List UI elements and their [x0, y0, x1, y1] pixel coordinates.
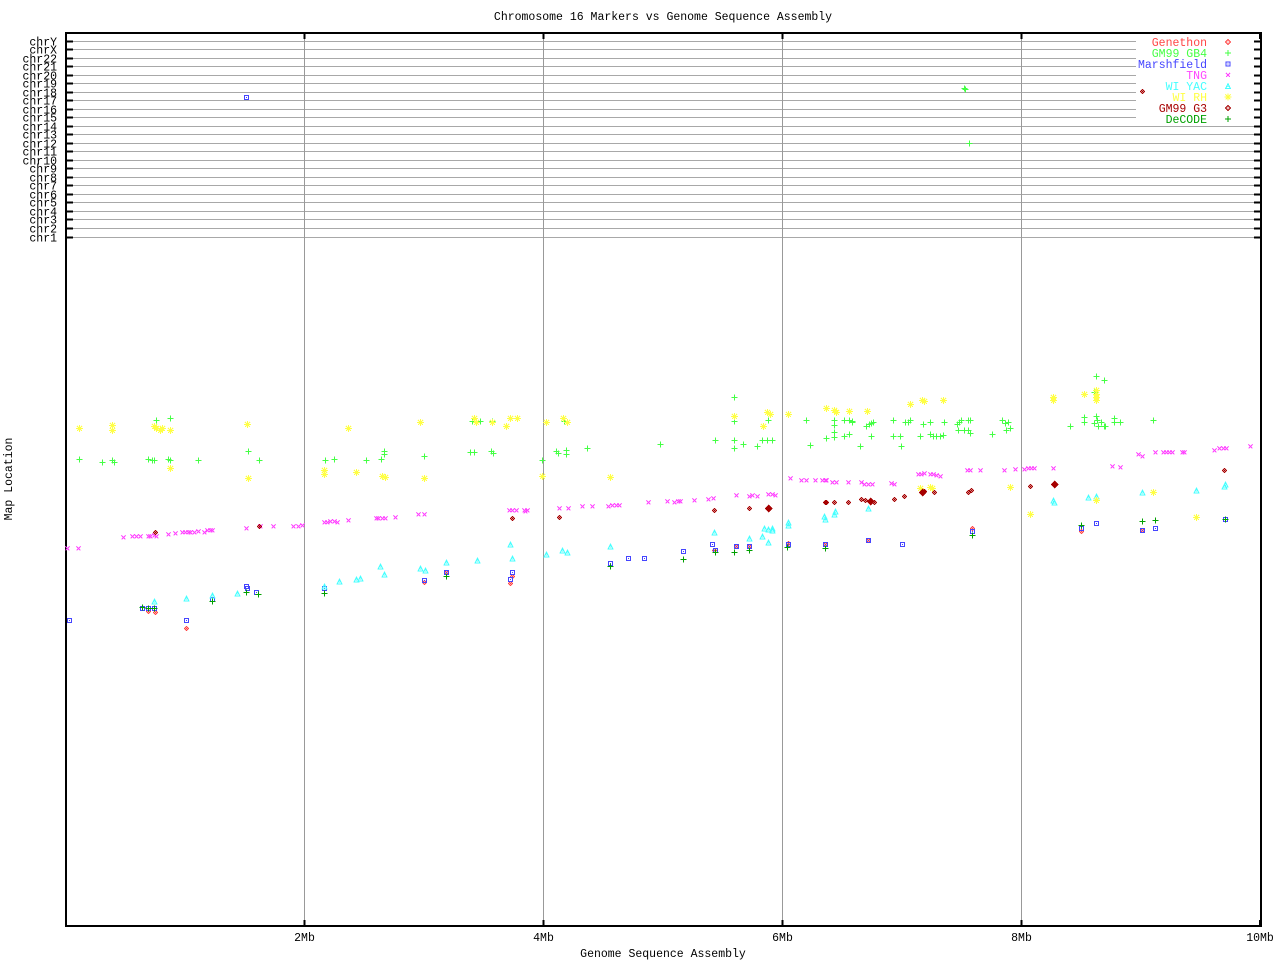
svg-text:TNG: TNG — [1186, 70, 1207, 83]
svg-text:WI RH: WI RH — [1172, 92, 1207, 105]
svg-text:Map Location: Map Location — [3, 438, 16, 521]
svg-text:chr9: chr9 — [29, 164, 57, 177]
svg-text:chr12: chr12 — [22, 139, 57, 152]
svg-text:Chromosome 16 Markers vs Genom: Chromosome 16 Markers vs Genome Sequence… — [494, 11, 832, 24]
svg-text:DeCODE: DeCODE — [1166, 114, 1208, 127]
svg-text:Genethon: Genethon — [1152, 37, 1207, 50]
svg-text:chr5: chr5 — [29, 198, 57, 211]
svg-text:chr17: chr17 — [22, 96, 57, 109]
svg-text:2Mb: 2Mb — [294, 932, 315, 945]
svg-text:chr7: chr7 — [29, 181, 57, 194]
svg-text:chr4: chr4 — [29, 207, 57, 220]
svg-text:GM99 G3: GM99 G3 — [1159, 103, 1207, 116]
svg-text:chr14: chr14 — [22, 122, 57, 135]
svg-text:6Mb: 6Mb — [772, 932, 793, 945]
svg-text:chr8: chr8 — [29, 173, 57, 186]
svg-text:10Mb: 10Mb — [1246, 932, 1274, 945]
svg-text:chr1: chr1 — [29, 233, 57, 246]
svg-text:chrX: chrX — [29, 45, 57, 58]
svg-text:chr21: chr21 — [22, 62, 57, 75]
svg-text:chr18: chr18 — [22, 88, 57, 101]
svg-text:chr20: chr20 — [22, 71, 57, 84]
svg-text:chr10: chr10 — [22, 156, 57, 169]
svg-text:chr19: chr19 — [22, 79, 57, 92]
svg-text:chr6: chr6 — [29, 190, 57, 203]
svg-text:chr2: chr2 — [29, 224, 57, 237]
svg-text:chr13: chr13 — [22, 130, 57, 143]
svg-text:Marshfield: Marshfield — [1138, 59, 1207, 72]
svg-text:chr15: chr15 — [22, 113, 57, 126]
svg-text:chr22: chr22 — [22, 54, 57, 67]
svg-text:chrY: chrY — [29, 37, 57, 50]
svg-text:GM99 GB4: GM99 GB4 — [1152, 48, 1207, 61]
svg-text:4Mb: 4Mb — [533, 932, 554, 945]
svg-text:chr11: chr11 — [22, 147, 57, 160]
svg-text:chr3: chr3 — [29, 215, 57, 228]
svg-text:Genome Sequence Assembly: Genome Sequence Assembly — [580, 948, 746, 960]
svg-text:WI YAC: WI YAC — [1166, 81, 1208, 94]
svg-text:chr16: chr16 — [22, 105, 57, 118]
svg-text:8Mb: 8Mb — [1011, 932, 1032, 945]
